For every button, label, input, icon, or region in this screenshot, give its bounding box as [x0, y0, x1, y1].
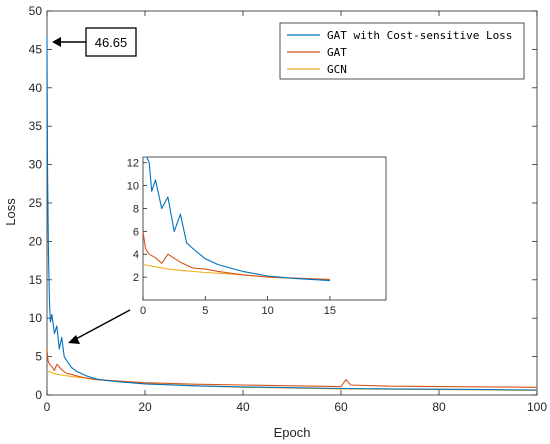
y-tick-label: 25	[29, 196, 43, 210]
inset-x-tick-label: 15	[324, 305, 336, 317]
x-tick-label: 100	[527, 400, 547, 414]
inset-series	[142, 156, 330, 282]
x-tick-label: 60	[334, 400, 348, 414]
x-tick-label: 0	[44, 400, 51, 414]
legend-label: GAT with Cost-sensitive Loss	[327, 29, 512, 42]
inset-pointer-line	[73, 309, 131, 341]
y-tick-label: 0	[35, 388, 42, 402]
x-tick-label: 40	[236, 400, 250, 414]
legend-box	[279, 22, 525, 80]
inset-x-tick-label: 5	[202, 305, 208, 317]
x-tick-label: 80	[432, 400, 446, 414]
callout-arrow-head	[52, 37, 61, 47]
inset-y-tick-label: 4	[133, 249, 139, 261]
inset-pointer-head	[68, 335, 80, 344]
y-tick-label: 35	[29, 119, 43, 133]
y-tick-label: 30	[29, 158, 43, 172]
series-line	[46, 36, 538, 391]
y-tick-label: 40	[29, 81, 43, 95]
y-tick-label: 5	[35, 350, 42, 364]
legend: GAT with Cost-sensitive Loss GAT GCN	[279, 22, 525, 80]
inset-y-tick-label: 12	[127, 158, 139, 170]
y-axis-label: Loss	[3, 198, 18, 226]
y-tick-label: 15	[29, 273, 43, 287]
x-axis-label: Epoch	[274, 425, 311, 440]
callout-value: 46.65	[95, 35, 128, 50]
inset-pointer	[68, 309, 131, 344]
callout-box	[85, 27, 137, 57]
y-tick-label: 20	[29, 234, 43, 248]
y-tick-label: 10	[29, 311, 43, 325]
inset-y-tick-label: 6	[133, 226, 139, 238]
inset-y-tick-label: 10	[127, 181, 139, 193]
inset-axes: 0 5 10 15 2 4 6 8 10 12	[127, 156, 387, 317]
legend-label: GCN	[327, 63, 347, 76]
peak-callout: 46.65	[52, 27, 137, 57]
inset-series-line	[142, 231, 330, 280]
y-tick-label: 45	[29, 42, 43, 56]
inset-x-tick-label: 0	[140, 305, 146, 317]
inset-y-tick-label: 8	[133, 203, 139, 215]
inset-frame	[142, 156, 387, 301]
inset-y-tick-label: 2	[133, 272, 139, 284]
y-tick-label: 50	[29, 4, 43, 18]
legend-label: GAT	[327, 46, 347, 59]
x-tick-label: 20	[138, 400, 152, 414]
main-series	[46, 36, 538, 391]
inset-x-tick-label: 10	[261, 305, 273, 317]
inset-series-line	[143, 156, 330, 282]
